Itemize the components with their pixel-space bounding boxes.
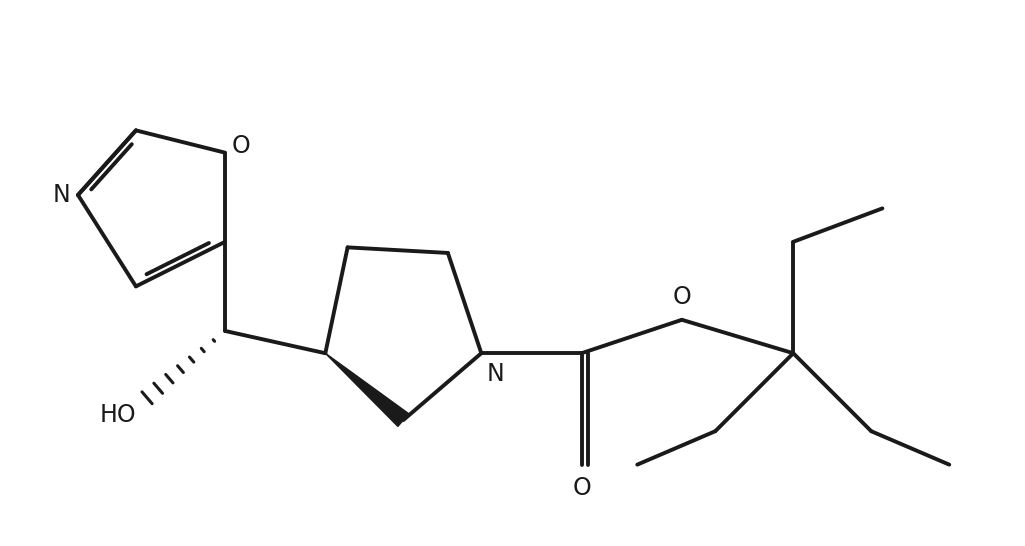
Text: HO: HO <box>99 403 136 428</box>
Polygon shape <box>325 353 409 426</box>
Text: O: O <box>572 476 591 500</box>
Text: O: O <box>672 284 691 308</box>
Text: N: N <box>487 362 504 386</box>
Text: N: N <box>52 183 70 207</box>
Text: O: O <box>232 134 250 158</box>
